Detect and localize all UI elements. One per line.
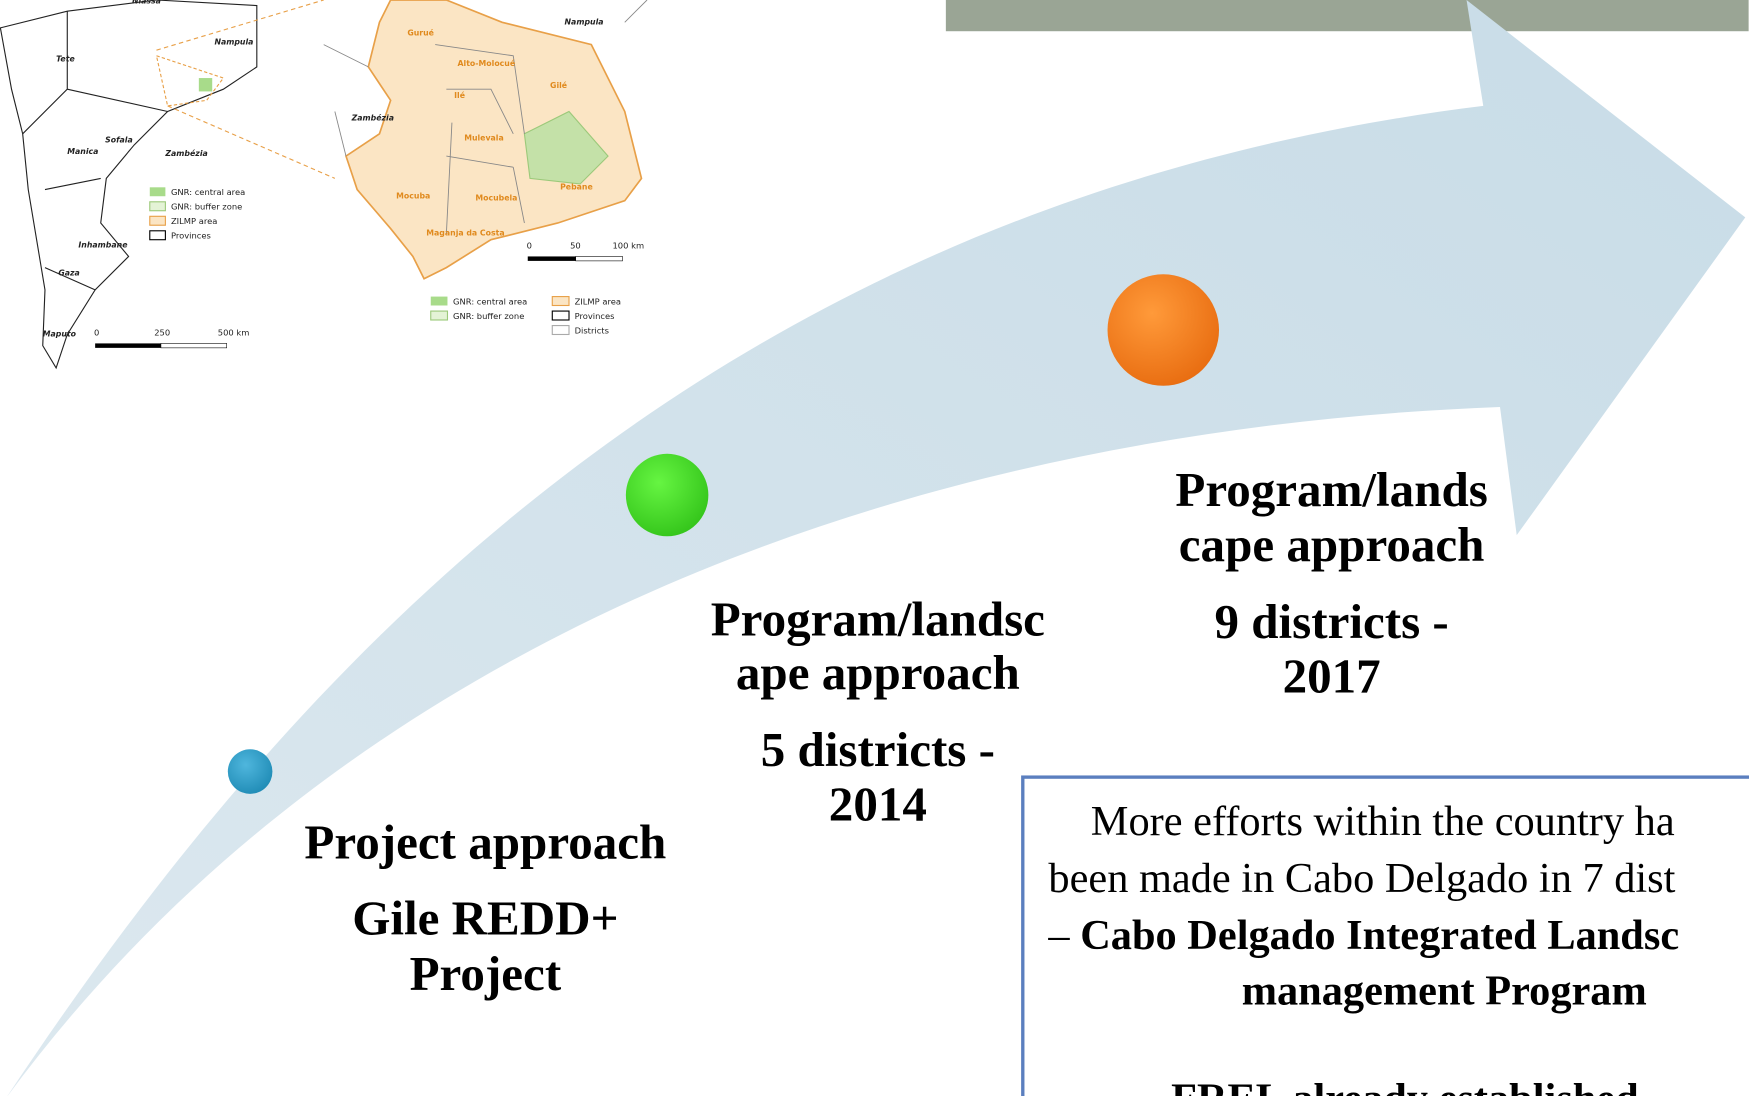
stage-detail: Project (410, 946, 562, 1001)
scale-label: 100 km (612, 241, 644, 251)
country-map (0, 0, 334, 368)
legend-label: Districts (575, 325, 609, 335)
legend-swatch (150, 216, 166, 225)
page: {"timeline":{"stages":[ {"title":"Projec… (0, 0, 1749, 1096)
legend-label: Provinces (171, 231, 211, 241)
note-text: been made in Cabo Delgado in 7 dist (1048, 855, 1675, 902)
legend-label: ZILMP area (171, 216, 217, 226)
map-label: Alto-Molocué (458, 59, 516, 68)
scale-label: 250 (154, 328, 170, 338)
stage-title: Project approach (304, 815, 666, 870)
map-label: Maganja da Costa (426, 228, 504, 237)
note-text: – Cabo Delgado Integrated Landsc (1047, 912, 1679, 959)
photo-strip (946, 0, 1749, 31)
map-label: Inhambane (78, 241, 127, 250)
district-map (95, 0, 647, 348)
program-name: Cabo Delgado Integrated Landsc (1080, 912, 1679, 959)
legend-swatch (552, 311, 569, 320)
map-label: Gurué (407, 29, 434, 38)
stage-dot (228, 749, 273, 794)
stage-detail: 2017 (1283, 648, 1381, 703)
stage-dot (626, 454, 709, 537)
map-label: Gaza (58, 268, 79, 277)
map-label: Mocuba (396, 191, 430, 200)
legend-swatch (150, 231, 166, 240)
map-label: Nampula (214, 38, 253, 47)
legend-label: GNR: buffer zone (453, 311, 524, 321)
map-label: Gilé (550, 81, 567, 90)
note-text: More efforts within the country ha (1091, 798, 1675, 845)
program-name: management Program (1242, 968, 1647, 1015)
legend-label: ZILMP area (575, 296, 621, 306)
scale-label: 0 (527, 241, 532, 251)
stage-dot (1108, 274, 1219, 385)
map-label: Mocubela (475, 194, 517, 203)
stage-detail: Gile REDD+ (352, 890, 618, 945)
map-label: Maputo (43, 330, 77, 339)
legend-label: GNR: central area (171, 187, 245, 197)
map-label: Zambézia (164, 149, 207, 158)
legend-label: GNR: buffer zone (171, 202, 242, 212)
stage-detail: 9 districts - (1214, 594, 1448, 649)
map-label: Zambézia (351, 113, 394, 122)
map-label: Nampula (565, 18, 604, 27)
map-label: Pebane (560, 183, 593, 192)
stage-title: Program/landsc (711, 592, 1045, 647)
map-label: Ilé (454, 91, 465, 100)
legend-swatch (431, 311, 448, 320)
map-label: Sofala (105, 136, 133, 145)
stage-detail: 2014 (829, 777, 927, 832)
legend-swatch (552, 297, 569, 306)
scale-label: 500 km (218, 328, 250, 338)
map-label: Tete (56, 54, 75, 63)
stage-title: Program/lands (1175, 462, 1487, 517)
stage-detail: 5 districts - (761, 722, 995, 777)
scale-label: 50 (570, 241, 581, 251)
map-label: Manica (67, 147, 98, 156)
map-label: Niassa (132, 0, 161, 5)
stage-title: cape approach (1179, 517, 1485, 572)
legend-swatch (150, 202, 166, 211)
slide: Project approach Gile REDD+Project Program… (0, 0, 1749, 1096)
legend-swatch (552, 326, 569, 335)
legend-swatch (431, 297, 448, 306)
map-label: Mulevala (464, 133, 504, 142)
legend-label: GNR: central area (453, 296, 527, 306)
scale-label: 0 (94, 328, 99, 338)
dash: – (1047, 912, 1080, 959)
stage-title: ape approach (736, 645, 1020, 700)
note-text: FREL already established (1171, 1076, 1639, 1096)
legend-label: Provinces (575, 311, 615, 321)
legend-swatch (150, 187, 166, 196)
